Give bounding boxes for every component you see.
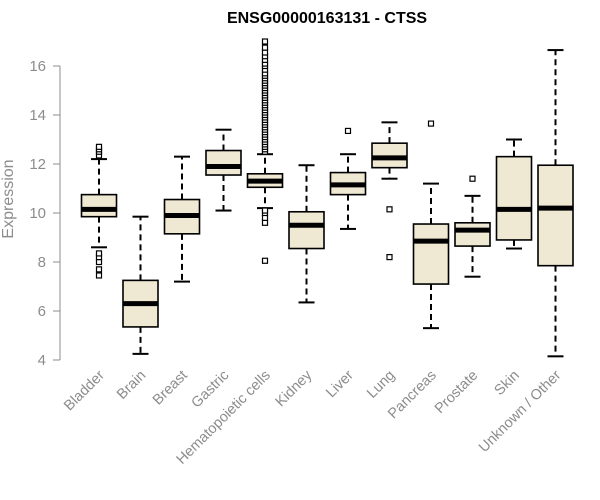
x-category-label: Prostate [432,368,481,417]
outlier-point [386,206,393,213]
box-iqr [537,164,574,267]
outlier-point [261,44,269,51]
box-brain [122,215,159,355]
box-iqr [80,193,118,218]
box-pancreas [412,120,450,330]
box-prostate [454,175,491,278]
outlier-point [427,120,435,127]
y-tick-label: 14 [29,107,46,124]
box-bladder [80,143,118,279]
outlier-point [95,143,103,150]
x-category-label: Kidney [273,367,316,410]
y-tick-label: 10 [29,205,46,222]
x-category-label: Skin [492,368,523,399]
outlier-point [95,250,103,257]
box-series [80,38,574,358]
y-tick-label: 16 [29,58,46,75]
box-liver [329,127,367,230]
box-kidney [288,164,325,304]
box-iqr [495,155,533,241]
y-tick-label: 8 [38,254,46,271]
outlier-point [386,254,393,261]
outlier-point [95,266,103,273]
x-category-label: Brain [114,368,149,403]
outlier-point [469,175,476,182]
outlier-point [261,219,269,226]
outlier-point [261,257,269,264]
box-iqr [412,223,450,285]
box-unknown-other [537,49,574,358]
x-category-label: Liver [323,367,357,401]
y-tick-label: 6 [38,303,46,320]
box-hematopoietic-cells [246,38,284,264]
box-breast [163,155,201,283]
outlier-point [261,49,269,56]
y-axis: 4 6 8 10 12 14 16 [29,58,61,369]
x-category-label: Bladder [61,367,108,414]
box-lung [371,121,408,261]
outlier-point [344,127,352,135]
x-category-label: Lung [364,368,398,402]
chart-title: ENSG00000163131 - CTSS [227,10,427,27]
box-iqr [454,222,491,247]
outlier-point [95,272,103,279]
box-skin [495,138,533,250]
y-tick-label: 12 [29,156,46,173]
outlier-point [261,214,269,221]
y-axis-label: Expression [0,159,17,238]
outlier-point [261,38,269,45]
x-category-label: Breast [150,368,191,409]
outlier-point [261,207,269,214]
y-tick-label: 4 [38,352,46,369]
box-iqr [288,210,325,250]
outlier-point [95,258,103,266]
box-iqr [205,149,242,176]
box-gastric [205,128,242,212]
